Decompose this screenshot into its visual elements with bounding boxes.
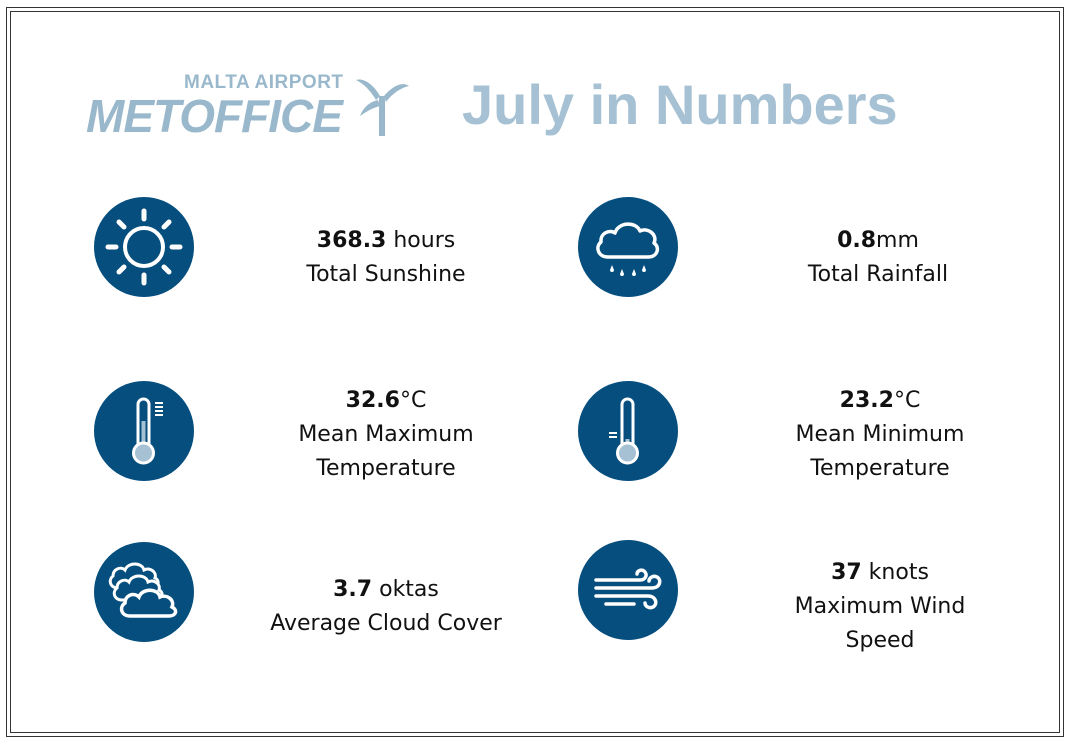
rainfall-unit: mm	[876, 228, 919, 253]
logo-subtitle: MALTA AIRPORT	[184, 72, 344, 93]
sunshine-value: 368.3	[316, 228, 387, 253]
wind-unit: knots	[861, 560, 929, 585]
wind-label-line1: Maximum Wind	[794, 594, 966, 619]
sunshine-value-line: 368.3 hours	[256, 224, 516, 258]
cloud-value-line: 3.7 oktas	[256, 573, 516, 607]
cloud-label: Average Cloud Cover	[270, 611, 502, 636]
max-temp-label-line2: Temperature	[316, 456, 456, 481]
page-title: July in Numbers	[462, 73, 898, 136]
sunshine-label: Total Sunshine	[306, 262, 466, 287]
clouds-icon	[94, 542, 194, 642]
max-temp-label-line1: Mean Maximum	[298, 422, 474, 447]
thermometer-high-icon	[94, 381, 194, 481]
rainfall-value-line: 0.8mm	[748, 224, 1008, 258]
rainfall-label: Total Rainfall	[807, 262, 949, 287]
cloud-stat: 3.7 oktas Average Cloud Cover	[256, 573, 516, 641]
inner-border	[10, 11, 1060, 733]
cloud-unit: oktas	[372, 577, 439, 602]
min-temp-label-line1: Mean Minimum	[795, 422, 965, 447]
rainfall-stat: 0.8mm Total Rainfall	[748, 224, 1008, 292]
wind-label-line2: Speed	[845, 628, 915, 653]
min-temp-value: 23.2	[839, 388, 894, 413]
max-temp-stat: 32.6°C Mean Maximum Temperature	[256, 384, 516, 486]
wind-stat: 37 knots Maximum Wind Speed	[750, 556, 1010, 658]
wind-icon	[578, 540, 678, 640]
max-temp-value-line: 32.6°C	[256, 384, 516, 418]
wind-value: 37	[831, 560, 862, 585]
sunshine-unit: hours	[386, 228, 456, 253]
min-temp-unit: °C	[893, 388, 921, 413]
sun-icon	[94, 197, 194, 297]
min-temp-value-line: 23.2°C	[750, 384, 1010, 418]
thermometer-low-icon	[578, 381, 678, 481]
max-temp-value: 32.6	[345, 388, 400, 413]
sunshine-stat: 368.3 hours Total Sunshine	[256, 224, 516, 292]
cloud-value: 3.7	[333, 577, 373, 602]
min-temp-stat: 23.2°C Mean Minimum Temperature	[750, 384, 1010, 486]
wind-vane-icon	[356, 79, 409, 136]
min-temp-label-line2: Temperature	[810, 456, 950, 481]
max-temp-unit: °C	[399, 388, 427, 413]
rainfall-value: 0.8	[837, 228, 877, 253]
outer-border	[6, 7, 1064, 737]
wind-value-line: 37 knots	[750, 556, 1010, 590]
rain-cloud-icon	[578, 197, 678, 297]
metoffice-logo: MALTA AIRPORT METOFFICE	[86, 72, 416, 142]
logo-title: METOFFICE	[86, 90, 343, 142]
